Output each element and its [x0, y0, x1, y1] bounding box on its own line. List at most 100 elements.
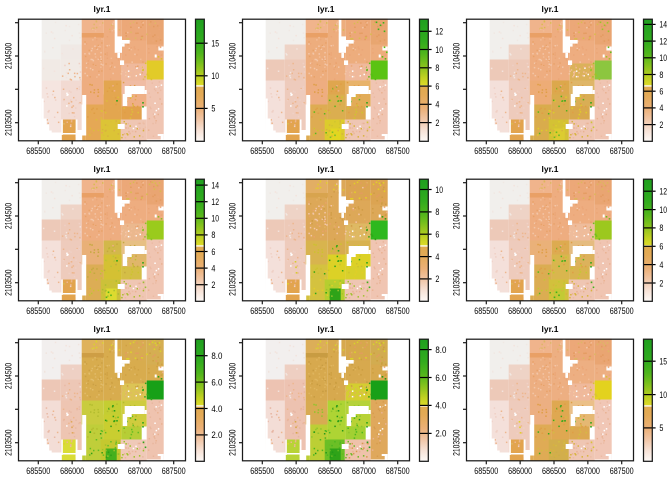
svg-text:15: 15	[211, 38, 219, 49]
svg-text:10: 10	[435, 44, 443, 55]
svg-text:686000: 686000	[508, 305, 532, 316]
svg-text:lyr.1: lyr.1	[318, 4, 335, 14]
svg-text:6: 6	[659, 86, 663, 97]
svg-text:687500: 687500	[162, 465, 186, 476]
svg-text:12: 12	[435, 26, 443, 37]
svg-text:lyr.1: lyr.1	[542, 164, 559, 174]
svg-text:12: 12	[659, 186, 667, 197]
svg-text:687500: 687500	[162, 145, 186, 156]
svg-text:2104500: 2104500	[3, 203, 14, 229]
svg-text:4.0: 4.0	[211, 403, 222, 414]
svg-text:2104500: 2104500	[451, 203, 462, 229]
svg-text:686500: 686500	[542, 465, 566, 476]
svg-text:686500: 686500	[318, 305, 342, 316]
svg-text:lyr.1: lyr.1	[542, 324, 559, 334]
svg-text:686500: 686500	[318, 465, 342, 476]
svg-text:2103500: 2103500	[451, 430, 462, 456]
svg-text:2: 2	[211, 279, 215, 290]
svg-text:687500: 687500	[162, 305, 186, 316]
svg-text:4: 4	[435, 251, 439, 262]
svg-text:8: 8	[435, 62, 439, 73]
svg-text:10: 10	[659, 389, 667, 400]
svg-text:2103500: 2103500	[227, 110, 238, 136]
svg-text:686000: 686000	[508, 145, 532, 156]
svg-text:687000: 687000	[576, 145, 600, 156]
svg-text:687000: 687000	[352, 305, 376, 316]
svg-text:685500: 685500	[250, 305, 274, 316]
svg-text:686500: 686500	[94, 145, 118, 156]
svg-text:2.0: 2.0	[435, 428, 446, 439]
svg-text:2104500: 2104500	[227, 203, 238, 229]
svg-text:686000: 686000	[284, 145, 308, 156]
svg-text:6.0: 6.0	[211, 376, 222, 387]
svg-text:687000: 687000	[128, 305, 152, 316]
svg-text:686000: 686000	[60, 465, 84, 476]
svg-text:686500: 686500	[542, 305, 566, 316]
svg-text:8: 8	[659, 222, 663, 233]
svg-text:686500: 686500	[542, 145, 566, 156]
svg-text:2104500: 2104500	[3, 43, 14, 69]
svg-text:685500: 685500	[26, 305, 50, 316]
svg-text:8.0: 8.0	[435, 344, 446, 355]
svg-text:6: 6	[659, 241, 663, 252]
svg-text:lyr.1: lyr.1	[318, 324, 335, 334]
svg-text:687000: 687000	[352, 145, 376, 156]
svg-text:12: 12	[211, 196, 219, 207]
svg-text:2: 2	[435, 117, 439, 128]
svg-text:lyr.1: lyr.1	[94, 4, 111, 14]
svg-text:10: 10	[435, 184, 443, 195]
svg-text:687500: 687500	[386, 145, 410, 156]
svg-text:2104500: 2104500	[451, 363, 462, 389]
svg-text:687500: 687500	[610, 305, 634, 316]
svg-text:686000: 686000	[508, 465, 532, 476]
svg-text:2103500: 2103500	[451, 110, 462, 136]
svg-text:687000: 687000	[128, 145, 152, 156]
svg-text:12: 12	[659, 35, 667, 46]
svg-text:10: 10	[659, 204, 667, 215]
svg-text:6: 6	[435, 80, 439, 91]
svg-text:687000: 687000	[576, 305, 600, 316]
svg-text:686500: 686500	[318, 145, 342, 156]
svg-text:2: 2	[659, 277, 663, 288]
svg-text:685500: 685500	[26, 145, 50, 156]
svg-text:6.0: 6.0	[435, 372, 446, 383]
svg-text:686000: 686000	[284, 305, 308, 316]
svg-text:687000: 687000	[576, 465, 600, 476]
svg-text:687500: 687500	[386, 305, 410, 316]
svg-text:8: 8	[659, 69, 663, 80]
svg-text:685500: 685500	[474, 145, 498, 156]
svg-text:6: 6	[435, 229, 439, 240]
svg-text:2104500: 2104500	[3, 363, 14, 389]
svg-text:687500: 687500	[610, 145, 634, 156]
svg-text:2103500: 2103500	[3, 270, 14, 296]
svg-text:4: 4	[659, 259, 663, 270]
svg-text:lyr.1: lyr.1	[542, 4, 559, 14]
svg-text:8: 8	[435, 206, 439, 217]
svg-text:687500: 687500	[610, 465, 634, 476]
svg-text:686500: 686500	[94, 305, 118, 316]
svg-text:2104500: 2104500	[227, 43, 238, 69]
svg-text:2: 2	[659, 119, 663, 130]
svg-text:4.0: 4.0	[435, 400, 446, 411]
svg-text:4: 4	[659, 102, 663, 113]
svg-text:4: 4	[435, 99, 439, 110]
svg-text:14: 14	[211, 179, 219, 190]
svg-text:2.0: 2.0	[211, 429, 222, 440]
svg-text:8.0: 8.0	[211, 350, 222, 361]
svg-text:15: 15	[659, 356, 667, 367]
svg-text:685500: 685500	[250, 465, 274, 476]
svg-text:lyr.1: lyr.1	[94, 164, 111, 174]
svg-text:lyr.1: lyr.1	[318, 164, 335, 174]
svg-text:5: 5	[659, 422, 663, 433]
svg-text:685500: 685500	[474, 305, 498, 316]
svg-text:685500: 685500	[250, 145, 274, 156]
svg-text:686000: 686000	[60, 305, 84, 316]
svg-text:8: 8	[211, 229, 215, 240]
svg-text:687500: 687500	[386, 465, 410, 476]
svg-text:lyr.1: lyr.1	[94, 324, 111, 334]
svg-text:10: 10	[659, 52, 667, 63]
svg-text:685500: 685500	[474, 465, 498, 476]
svg-text:10: 10	[211, 213, 219, 224]
svg-text:4: 4	[211, 262, 215, 273]
svg-text:687000: 687000	[128, 465, 152, 476]
